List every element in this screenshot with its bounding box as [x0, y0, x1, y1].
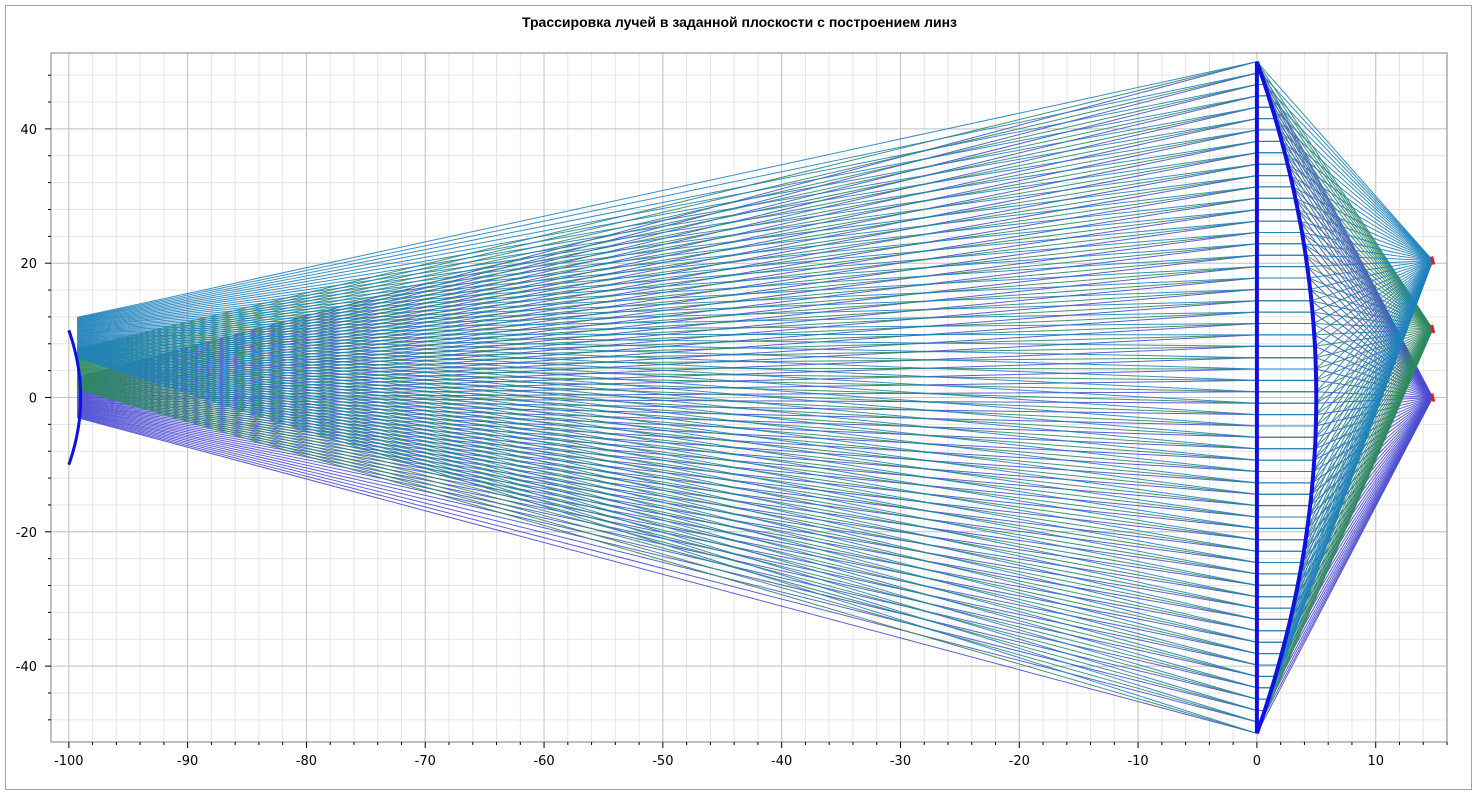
ray-line [77, 260, 1433, 331]
ray-line [77, 260, 1433, 336]
ray-line [77, 260, 1434, 552]
x-tick-label: -30 [890, 754, 911, 769]
ray-line [77, 84, 1434, 320]
ray-line [77, 260, 1434, 563]
ray-line [77, 260, 1434, 450]
ray-line [77, 106, 1434, 321]
ray-line [77, 243, 1433, 329]
ray-line [77, 186, 1433, 326]
axes: -100 -90 -80 -70 -60 -50 -40 -30 -20 -10 0 10-40-20… [16, 74, 1448, 769]
focus-marker [1430, 256, 1436, 265]
ray-line [77, 220, 1433, 328]
y-tick-label: 0 [29, 392, 37, 407]
x-tick-label: 0 [1253, 754, 1261, 769]
ray-line [77, 260, 1434, 472]
ray-line [77, 260, 1434, 575]
ray-line [77, 260, 1434, 518]
x-tick-label: -60 [533, 754, 554, 769]
chart-title: Трассировка лучей в заданной плоскости с… [521, 14, 958, 30]
ray-line [77, 260, 1433, 332]
ray-line [77, 260, 1433, 331]
ray-line [77, 260, 1433, 347]
x-tick-label: -80 [296, 754, 317, 769]
y-tick-label: -40 [16, 660, 37, 675]
ray-line [76, 260, 1434, 620]
ray-traces [76, 61, 1436, 734]
ray-line [77, 260, 1434, 586]
ray-line [77, 260, 1434, 507]
ray-line [77, 260, 1434, 461]
y-tick-label: 20 [20, 257, 37, 272]
x-tick-label: -90 [177, 754, 198, 769]
focus-marker [1430, 393, 1436, 402]
x-tick-label: 10 [1367, 754, 1384, 769]
ray-line [77, 260, 1434, 359]
y-tick-label: 40 [20, 123, 37, 138]
ray-line [77, 118, 1434, 322]
diverging-lens-curve [67, 329, 83, 466]
ray-line [77, 260, 1434, 541]
ray-line [76, 260, 1434, 666]
ray-line [77, 260, 1434, 381]
ray-line [77, 260, 1434, 529]
ray-line [77, 163, 1433, 324]
ray-line [77, 175, 1433, 325]
ray-line [77, 260, 1434, 393]
x-tick-label: -10 [1127, 754, 1148, 769]
ray-line [77, 260, 1434, 416]
ray-line [77, 260, 1434, 484]
x-tick-label: -100 [54, 754, 84, 769]
ray-line [76, 260, 1434, 598]
ray-line [76, 260, 1434, 643]
x-tick-label: -40 [771, 754, 792, 769]
ray-line [77, 260, 1434, 370]
ray-line [77, 197, 1433, 327]
x-tick-label: -70 [415, 754, 436, 769]
ray-line [77, 260, 1433, 334]
x-tick-label: -50 [652, 754, 673, 769]
converging-lens-curve [1255, 61, 1319, 734]
y-tick-label: -20 [16, 526, 37, 541]
ray-line [76, 260, 1434, 655]
ray-line [77, 140, 1434, 323]
ray-line [77, 95, 1434, 320]
ray-line [77, 152, 1433, 324]
ray-line [76, 260, 1434, 632]
ray-line [77, 254, 1433, 330]
lenses [67, 61, 1319, 734]
ray-line [77, 129, 1434, 322]
ray-line [77, 209, 1433, 327]
ray-line [77, 232, 1433, 329]
ray-line [77, 260, 1434, 427]
focus-marker [1430, 324, 1436, 334]
ray-line [77, 260, 1433, 333]
ray-line [77, 260, 1434, 438]
ray-line [76, 260, 1434, 609]
x-tick-label: -20 [1009, 754, 1030, 769]
ray-line [77, 260, 1434, 404]
ray-line [77, 260, 1433, 333]
ray-line [77, 260, 1434, 495]
